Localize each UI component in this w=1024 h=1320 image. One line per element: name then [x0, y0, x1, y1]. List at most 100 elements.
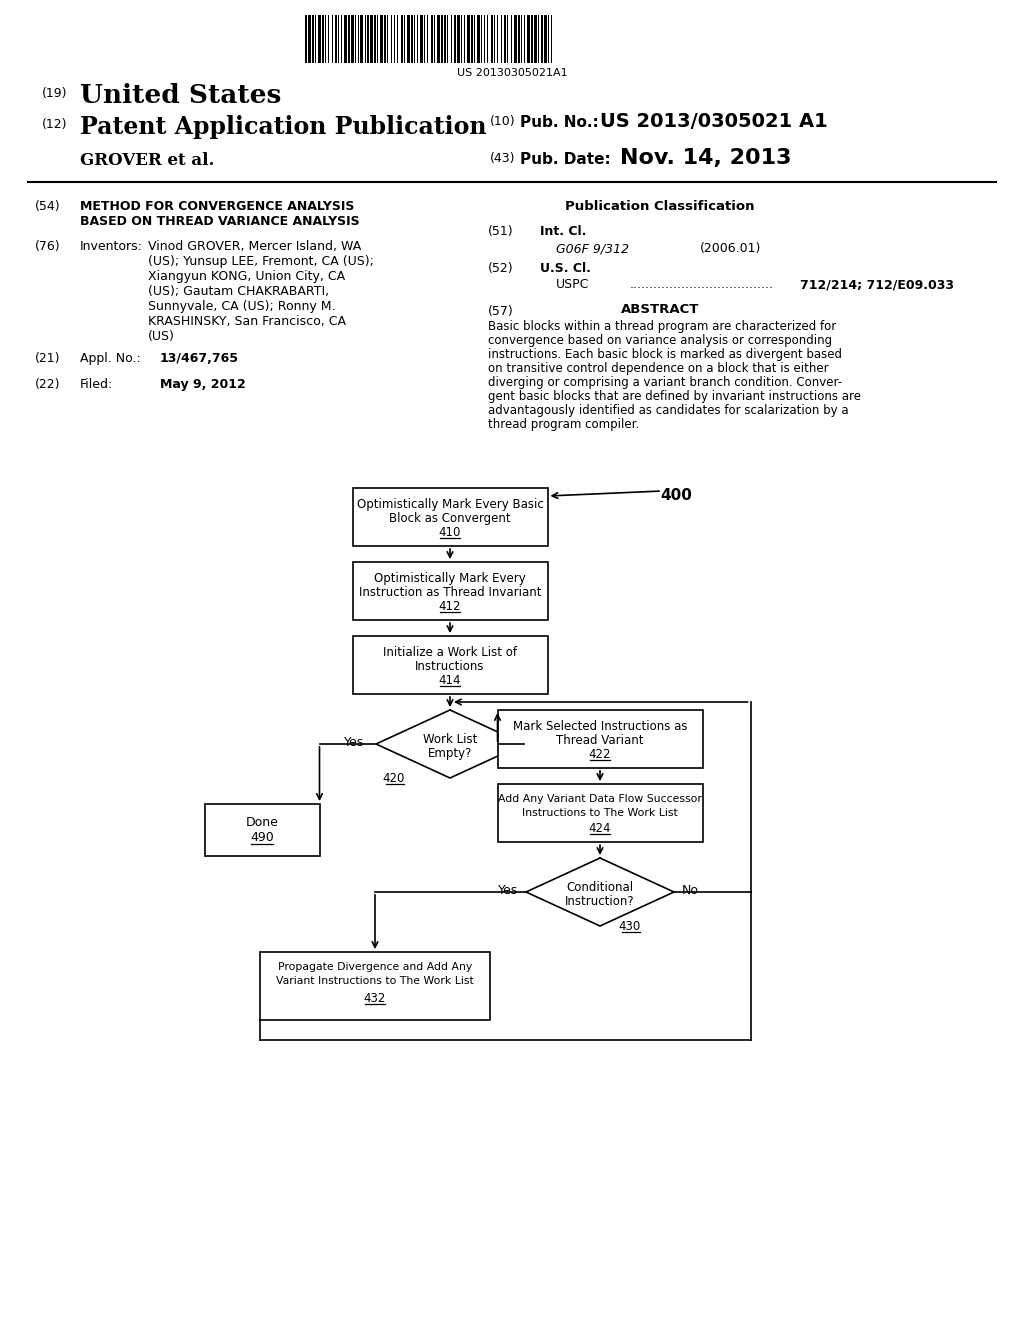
Bar	[312, 15, 314, 63]
Text: 712/214; 712/E09.033: 712/214; 712/E09.033	[800, 279, 954, 290]
Polygon shape	[526, 858, 674, 927]
Text: Optimistically Mark Every: Optimistically Mark Every	[374, 572, 526, 585]
Text: 424: 424	[589, 822, 611, 836]
Text: Propagate Divergence and Add Any: Propagate Divergence and Add Any	[278, 962, 472, 972]
Bar	[437, 15, 440, 63]
Text: ....................................: ....................................	[630, 279, 774, 290]
Bar	[322, 15, 324, 63]
Bar	[544, 15, 547, 63]
Text: METHOD FOR CONVERGENCE ANALYSIS: METHOD FOR CONVERGENCE ANALYSIS	[80, 201, 354, 213]
Bar	[457, 15, 460, 63]
Text: gent basic blocks that are defined by invariant instructions are: gent basic blocks that are defined by in…	[488, 389, 861, 403]
Text: 490: 490	[250, 832, 273, 843]
Text: (22): (22)	[35, 378, 60, 391]
Text: (US); Yunsup LEE, Fremont, CA (US);: (US); Yunsup LEE, Fremont, CA (US);	[148, 255, 374, 268]
Bar	[498, 784, 702, 842]
Bar	[351, 15, 354, 63]
Text: Inventors:: Inventors:	[80, 240, 143, 253]
Bar	[420, 15, 423, 63]
Text: 422: 422	[589, 748, 611, 762]
Text: Appl. No.:: Appl. No.:	[80, 352, 140, 366]
Polygon shape	[376, 710, 524, 777]
Bar	[518, 15, 520, 63]
Bar	[352, 562, 548, 620]
Bar	[370, 15, 373, 63]
Text: (US); Gautam CHAKRABARTI,: (US); Gautam CHAKRABARTI,	[148, 285, 329, 298]
Text: Instructions to The Work List: Instructions to The Work List	[522, 808, 678, 818]
Text: Empty?: Empty?	[428, 747, 472, 760]
Text: (2006.01): (2006.01)	[700, 242, 762, 255]
Text: Pub. Date:: Pub. Date:	[520, 152, 610, 168]
Text: Done: Done	[246, 816, 279, 829]
Text: on transitive control dependence on a block that is either: on transitive control dependence on a bl…	[488, 362, 828, 375]
Text: May 9, 2012: May 9, 2012	[160, 378, 246, 391]
Text: Variant Instructions to The Work List: Variant Instructions to The Work List	[276, 975, 474, 986]
Bar	[411, 15, 413, 63]
Text: (51): (51)	[488, 224, 514, 238]
Text: KRASHINSKY, San Francisco, CA: KRASHINSKY, San Francisco, CA	[148, 315, 346, 327]
Bar	[527, 15, 530, 63]
Text: ABSTRACT: ABSTRACT	[621, 304, 699, 315]
Text: Instructions: Instructions	[416, 660, 484, 673]
Text: Instruction?: Instruction?	[565, 895, 635, 908]
Text: (43): (43)	[490, 152, 515, 165]
Text: Work List: Work List	[423, 733, 477, 746]
Text: Filed:: Filed:	[80, 378, 114, 391]
Text: Optimistically Mark Every Basic: Optimistically Mark Every Basic	[356, 498, 544, 511]
Text: Basic blocks within a thread program are characterized for: Basic blocks within a thread program are…	[488, 319, 837, 333]
Bar	[490, 15, 493, 63]
Bar	[384, 15, 386, 63]
Bar	[441, 15, 443, 63]
Bar	[335, 15, 337, 63]
Bar	[318, 15, 321, 63]
Text: convergence based on variance analysis or corresponding: convergence based on variance analysis o…	[488, 334, 833, 347]
Text: Patent Application Publication: Patent Application Publication	[80, 115, 486, 139]
Text: Yes: Yes	[498, 884, 518, 898]
Text: 400: 400	[660, 488, 692, 503]
Bar	[504, 15, 506, 63]
Bar	[471, 15, 473, 63]
Bar	[454, 15, 456, 63]
Text: Initialize a Work List of: Initialize a Work List of	[383, 645, 517, 659]
Text: GROVER et al.: GROVER et al.	[80, 152, 214, 169]
Bar	[477, 15, 480, 63]
Text: Conditional: Conditional	[566, 880, 634, 894]
Text: (52): (52)	[488, 261, 514, 275]
Text: Nov. 14, 2013: Nov. 14, 2013	[620, 148, 792, 168]
Text: (12): (12)	[42, 117, 68, 131]
Text: 13/467,765: 13/467,765	[160, 352, 239, 366]
Text: 410: 410	[439, 525, 461, 539]
Bar	[352, 488, 548, 546]
Bar	[380, 15, 383, 63]
Bar	[401, 15, 403, 63]
Bar	[367, 15, 369, 63]
Text: 420: 420	[382, 772, 404, 785]
Text: Vinod GROVER, Mercer Island, WA: Vinod GROVER, Mercer Island, WA	[148, 240, 361, 253]
Text: diverging or comprising a variant branch condition. Conver-: diverging or comprising a variant branch…	[488, 376, 842, 389]
Text: Block as Convergent: Block as Convergent	[389, 512, 511, 525]
Text: BASED ON THREAD VARIANCE ANALYSIS: BASED ON THREAD VARIANCE ANALYSIS	[80, 215, 359, 228]
Bar	[374, 15, 376, 63]
Bar	[360, 15, 362, 63]
Text: (21): (21)	[35, 352, 60, 366]
Bar	[444, 15, 446, 63]
Bar	[260, 952, 490, 1020]
Text: Pub. No.:: Pub. No.:	[520, 115, 599, 129]
Bar	[531, 15, 534, 63]
Text: (US): (US)	[148, 330, 175, 343]
Bar	[534, 15, 537, 63]
Text: US 2013/0305021 A1: US 2013/0305021 A1	[600, 112, 827, 131]
Text: Thread Variant: Thread Variant	[556, 734, 644, 747]
Text: Add Any Variant Data Flow Successor: Add Any Variant Data Flow Successor	[498, 795, 701, 804]
Text: (57): (57)	[488, 305, 514, 318]
Bar	[348, 15, 350, 63]
Bar	[205, 804, 319, 855]
Text: 412: 412	[438, 601, 461, 612]
Bar	[541, 15, 543, 63]
Bar	[352, 636, 548, 694]
Text: thread program compiler.: thread program compiler.	[488, 418, 639, 432]
Text: Mark Selected Instructions as: Mark Selected Instructions as	[513, 719, 687, 733]
Text: 432: 432	[364, 993, 386, 1005]
Text: USPC: USPC	[556, 279, 590, 290]
Text: 430: 430	[618, 920, 640, 933]
